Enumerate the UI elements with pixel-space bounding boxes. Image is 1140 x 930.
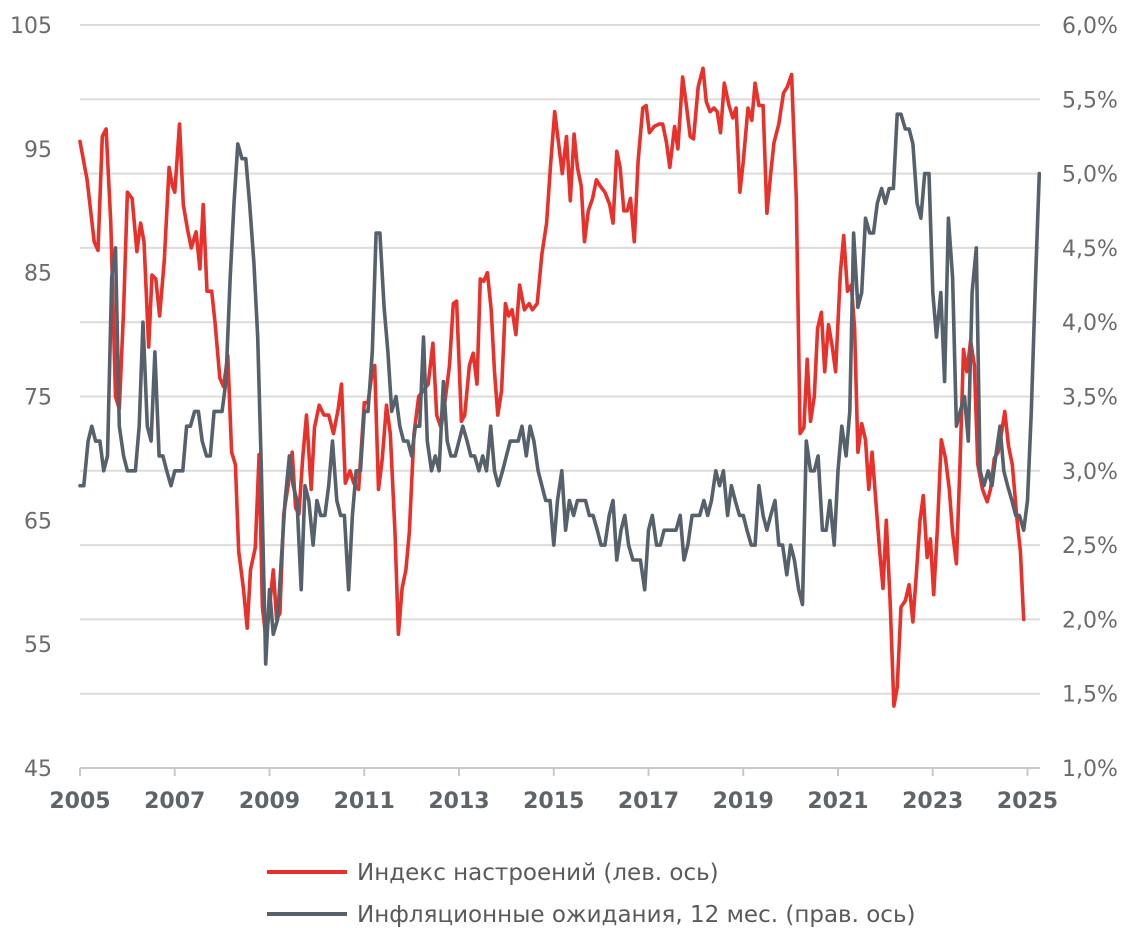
y-right-tick-label: 4,5% xyxy=(1062,237,1118,262)
y-left-tick-label: 65 xyxy=(24,509,52,534)
legend-label-inflation: Инфляционные ожидания, 12 мес. (прав. ос… xyxy=(357,902,915,928)
y-right-tick-label: 1,0% xyxy=(1062,757,1118,782)
y-left-tick-label: 55 xyxy=(24,633,52,658)
y-right-tick-label: 6,0% xyxy=(1062,14,1118,39)
y-right-tick-label: 5,0% xyxy=(1062,163,1118,188)
x-tick-label: 2019 xyxy=(713,789,774,814)
y-right-tick-label: 3,0% xyxy=(1062,460,1118,485)
legend-label-sentiment: Индекс настроений (лев. ось) xyxy=(357,860,719,886)
x-tick-label: 2017 xyxy=(618,789,679,814)
y-left-tick-label: 105 xyxy=(10,14,52,39)
y-right-tick-label: 2,5% xyxy=(1062,534,1118,559)
series xyxy=(78,66,1042,708)
y-left-tick-label: 85 xyxy=(24,262,52,287)
x-tick-label: 2009 xyxy=(239,789,300,814)
x-tick-label: 2005 xyxy=(49,789,110,814)
x-tick-label: 2023 xyxy=(902,789,963,814)
x-tick-label: 2007 xyxy=(144,789,205,814)
series-line-sentiment-index xyxy=(78,66,1026,708)
y-right-tick-label: 5,5% xyxy=(1062,88,1118,113)
y-left-tick-label: 75 xyxy=(24,386,52,411)
x-tick-label: 2015 xyxy=(523,789,584,814)
series-line-inflation-expectations xyxy=(78,112,1042,666)
y-right-tick-label: 3,5% xyxy=(1062,386,1118,411)
y-left-tick-label: 95 xyxy=(24,138,52,163)
axes: 105 95 85 75 65 55 45 6,0% 5,5% 5,0% 4,5% 4,0% 3,5% 3… xyxy=(10,14,1118,814)
y-right-tick-label: 4,0% xyxy=(1062,311,1118,336)
x-tick-label: 2021 xyxy=(807,789,868,814)
x-tick-label: 2025 xyxy=(997,789,1058,814)
legend: Индекс настроений (лев. ось) Инфляционны… xyxy=(267,860,915,928)
y-right-tick-label: 1,5% xyxy=(1062,683,1118,708)
y-right-tick-label: 2,0% xyxy=(1062,608,1118,633)
x-tick-label: 2013 xyxy=(428,789,489,814)
x-tick-label: 2011 xyxy=(334,789,395,814)
y-left-tick-label: 45 xyxy=(24,757,52,782)
